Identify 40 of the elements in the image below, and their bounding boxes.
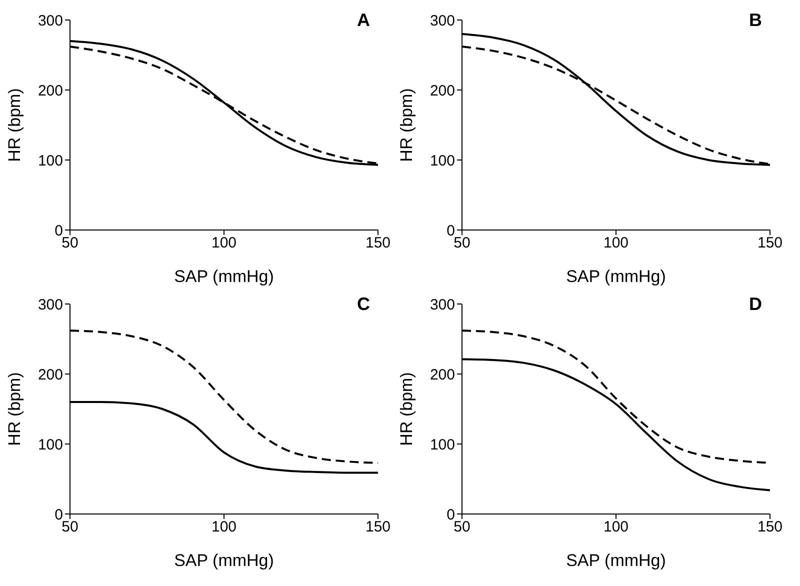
- chart-title: C: [357, 294, 370, 315]
- y-tick-label: 300: [430, 296, 455, 314]
- x-tick-label: 100: [603, 518, 629, 536]
- chart-title: D: [749, 294, 762, 315]
- x-axis-title: SAP (mmHg): [174, 267, 274, 286]
- y-tick-label: 100: [38, 436, 63, 454]
- x-axis-title: SAP (mmHg): [566, 267, 666, 286]
- y-tick-label: 0: [446, 506, 455, 524]
- x-tick-label: 50: [454, 518, 470, 536]
- x-tick-label: 150: [365, 234, 391, 252]
- y-axis-title: HR (bpm): [397, 88, 416, 162]
- x-tick-label: 50: [62, 518, 78, 536]
- y-tick-label: 100: [38, 152, 63, 170]
- x-tick-label: 150: [757, 234, 783, 252]
- chart-title: A: [357, 10, 370, 31]
- y-tick-label: 200: [430, 366, 455, 384]
- y-tick-label: 0: [54, 222, 63, 240]
- y-tick-label: 200: [38, 82, 63, 100]
- y-axis-title: HR (bpm): [397, 372, 416, 446]
- x-axis-title: SAP (mmHg): [566, 551, 666, 570]
- x-tick-label: 100: [211, 234, 237, 252]
- y-axis-title: HR (bpm): [5, 88, 24, 162]
- y-tick-label: 100: [430, 436, 455, 454]
- y-tick-label: 300: [38, 296, 63, 314]
- x-tick-label: 150: [365, 518, 391, 536]
- x-axis-title: SAP (mmHg): [174, 551, 274, 570]
- y-tick-label: 300: [38, 12, 63, 30]
- y-tick-label: 0: [54, 506, 63, 524]
- y-tick-label: 200: [430, 82, 455, 100]
- y-axis-title: HR (bpm): [5, 372, 24, 446]
- y-tick-label: 200: [38, 366, 63, 384]
- x-tick-label: 50: [454, 234, 470, 252]
- y-tick-label: 0: [446, 222, 455, 240]
- x-tick-label: 100: [603, 234, 629, 252]
- x-tick-label: 100: [211, 518, 237, 536]
- chart-title: B: [749, 10, 762, 31]
- x-tick-label: 50: [62, 234, 78, 252]
- x-tick-label: 150: [757, 518, 783, 536]
- y-tick-label: 300: [430, 12, 455, 30]
- y-tick-label: 100: [430, 152, 455, 170]
